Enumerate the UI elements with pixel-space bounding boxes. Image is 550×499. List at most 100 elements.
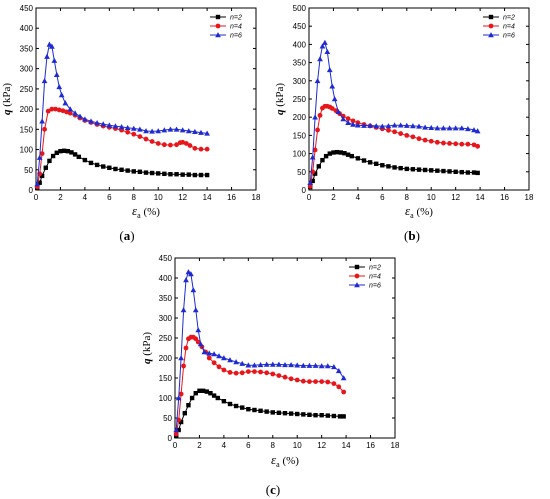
data-point xyxy=(168,142,173,148)
data-point xyxy=(82,116,88,122)
data-point xyxy=(295,411,300,417)
data-point xyxy=(459,141,465,147)
data-point xyxy=(88,160,94,166)
chart-panel-3: 0 2 4 6 8 10 12 14 16 18 0 50 100 150 200 250 300 350 400 4… xyxy=(141,254,400,497)
data-point xyxy=(404,133,410,138)
data-point xyxy=(373,123,380,129)
data-point xyxy=(361,122,367,128)
y-tick-label: 100 xyxy=(293,150,307,159)
data-point xyxy=(183,141,189,146)
legend: n=2 n=4 n=6 xyxy=(210,15,242,40)
data-point xyxy=(327,151,332,156)
data-point xyxy=(316,164,321,169)
data-point xyxy=(197,388,202,393)
data-point xyxy=(312,114,318,120)
data-point xyxy=(252,407,257,413)
y-tick-label: 250 xyxy=(293,95,307,104)
data-point xyxy=(465,125,471,132)
y-tick-label: 200 xyxy=(20,105,34,114)
data-point xyxy=(350,118,356,124)
data-point xyxy=(173,431,179,437)
data-point xyxy=(312,147,318,153)
data-point xyxy=(465,170,471,175)
series-n=6 xyxy=(173,269,347,433)
data-point xyxy=(137,134,143,140)
data-point xyxy=(211,393,217,398)
data-point xyxy=(422,124,428,130)
data-point xyxy=(72,110,78,116)
data-point xyxy=(39,173,45,179)
data-point xyxy=(36,154,43,160)
data-point xyxy=(118,124,125,130)
data-point xyxy=(251,362,258,368)
data-point xyxy=(258,369,263,375)
data-point xyxy=(326,67,333,73)
series-line xyxy=(175,271,345,431)
data-point xyxy=(181,363,186,369)
data-point xyxy=(306,362,313,368)
data-point xyxy=(58,92,65,98)
x-tick-label: 0 xyxy=(34,193,39,202)
data-point xyxy=(221,399,227,404)
series-n=4 xyxy=(307,103,481,189)
data-point xyxy=(416,167,422,172)
legend-marker xyxy=(215,23,221,29)
data-point xyxy=(67,110,73,116)
data-point xyxy=(329,106,335,111)
data-point xyxy=(270,371,276,377)
data-point xyxy=(187,143,193,148)
data-point xyxy=(186,172,191,177)
y-tick-label: 250 xyxy=(159,334,173,343)
data-point xyxy=(288,376,294,382)
data-point xyxy=(435,168,440,173)
data-point xyxy=(204,130,210,136)
data-point xyxy=(434,125,441,131)
x-tick-label: 16 xyxy=(500,193,509,202)
y-tick-label: 250 xyxy=(20,85,34,94)
data-point xyxy=(471,127,477,133)
data-point xyxy=(65,148,70,154)
data-point xyxy=(349,153,354,159)
data-point xyxy=(270,410,275,415)
data-point xyxy=(131,131,137,137)
data-point xyxy=(130,125,137,131)
data-point xyxy=(137,169,143,174)
y-tick-label: 350 xyxy=(293,59,307,68)
data-point xyxy=(69,150,74,155)
x-tick-label: 6 xyxy=(380,193,385,202)
data-point xyxy=(410,134,416,140)
data-point xyxy=(61,148,67,153)
data-point xyxy=(345,116,351,122)
y-tick-label: 300 xyxy=(20,65,34,74)
x-tick-label: 18 xyxy=(391,441,400,450)
legend: n=2 n=4 n=6 xyxy=(483,15,515,40)
data-point xyxy=(355,156,361,161)
data-point xyxy=(88,118,94,124)
data-point xyxy=(197,341,204,347)
data-point xyxy=(42,126,47,132)
x-tick-label: 8 xyxy=(271,441,276,450)
x-tick-label: 0 xyxy=(307,193,312,202)
data-point xyxy=(392,129,397,135)
y-tick-label: 0 xyxy=(302,186,307,195)
data-point xyxy=(385,123,392,129)
data-point xyxy=(441,168,446,174)
x-tick-label: 8 xyxy=(132,193,137,202)
x-tick-label: 6 xyxy=(246,441,251,450)
data-point xyxy=(156,171,161,176)
x-tick-label: 14 xyxy=(203,193,212,202)
data-point xyxy=(440,125,447,131)
panel-label: (a) xyxy=(119,228,134,243)
data-point xyxy=(137,126,143,132)
legend-marker xyxy=(488,14,494,20)
data-point xyxy=(276,373,282,378)
x-tick-label: 10 xyxy=(427,193,436,202)
data-point xyxy=(206,355,212,361)
data-point xyxy=(319,379,325,384)
data-point xyxy=(189,395,195,401)
data-point xyxy=(428,124,435,131)
data-point xyxy=(239,360,246,366)
data-point xyxy=(410,167,416,172)
data-point xyxy=(269,361,276,367)
data-point xyxy=(367,122,373,128)
